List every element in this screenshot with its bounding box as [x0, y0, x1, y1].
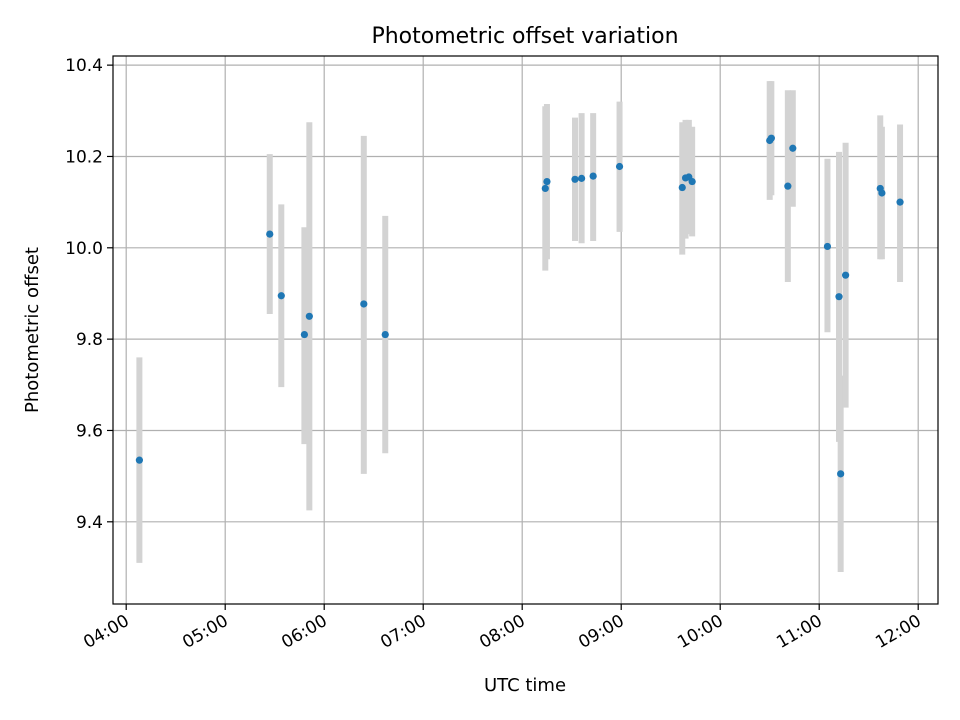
- data-point: [835, 293, 843, 301]
- y-tick-label: 9.8: [76, 330, 103, 350]
- data-point: [571, 175, 579, 183]
- data-point: [688, 177, 696, 186]
- chart-title: Photometric offset variation: [371, 24, 678, 49]
- data-point: [615, 162, 624, 171]
- data-point: [360, 300, 368, 308]
- data-point: [300, 330, 308, 339]
- grid-layer: [113, 56, 938, 604]
- data-point: [823, 242, 832, 251]
- x-tick-label: 08:00: [476, 611, 528, 653]
- x-tick-label: 09:00: [575, 611, 627, 653]
- data-point: [784, 182, 792, 190]
- data-point: [578, 174, 586, 182]
- x-tick-label: 06:00: [278, 611, 330, 653]
- data-point: [135, 456, 143, 464]
- x-tick-label: 10:00: [674, 611, 726, 653]
- data-point: [543, 177, 551, 186]
- x-tick-label: 12:00: [872, 611, 924, 653]
- x-tick-label: 04:00: [80, 611, 132, 653]
- data-point: [266, 230, 274, 238]
- data-point: [896, 198, 904, 206]
- data-point: [381, 330, 389, 339]
- plot-frame: [112, 55, 939, 605]
- data-point: [305, 312, 313, 320]
- data-point: [878, 189, 886, 197]
- data-point: [541, 184, 549, 193]
- x-axis-label: UTC time: [484, 675, 566, 696]
- x-tick-label: 07:00: [377, 611, 429, 653]
- errorbar-layer: [136, 81, 904, 573]
- y-tick-label: 10.0: [65, 239, 103, 259]
- y-tick-label: 9.6: [76, 421, 103, 441]
- data-point: [767, 134, 775, 142]
- y-tick-label: 10.2: [65, 147, 103, 167]
- data-point: [678, 183, 686, 192]
- y-tick-label: 9.4: [76, 513, 103, 533]
- y-axis-ticks: 9.4 9.6 9.8 10.0 10.2 10.4: [65, 56, 113, 533]
- data-point: [789, 144, 797, 152]
- y-tick-label: 10.4: [65, 56, 103, 76]
- x-axis-ticks: 04:00 05:00 06:00 07:00 08:00 09:00 10:00 11:00…: [80, 604, 925, 653]
- data-point: [277, 292, 285, 300]
- y-axis-label: Photometric offset: [22, 247, 43, 413]
- data-point: [837, 470, 845, 478]
- point-layer: [135, 134, 904, 478]
- x-tick-label: 05:00: [179, 611, 231, 653]
- x-tick-label: 11:00: [773, 611, 825, 653]
- data-point: [589, 172, 597, 180]
- data-point: [842, 271, 850, 279]
